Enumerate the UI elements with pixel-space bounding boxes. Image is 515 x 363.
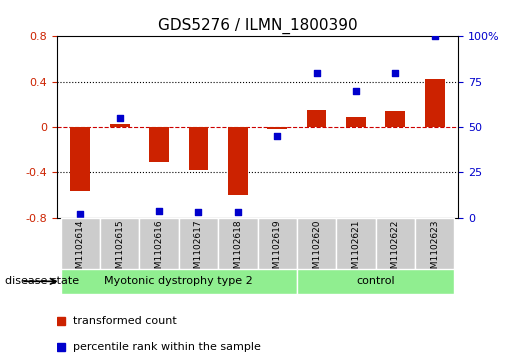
Point bbox=[313, 70, 321, 76]
Bar bbox=[425, 79, 444, 127]
FancyBboxPatch shape bbox=[61, 269, 297, 294]
Bar bbox=[188, 127, 208, 170]
Text: GSM1102617: GSM1102617 bbox=[194, 219, 203, 280]
FancyBboxPatch shape bbox=[375, 218, 415, 269]
Text: GSM1102622: GSM1102622 bbox=[391, 219, 400, 280]
Bar bbox=[110, 124, 129, 127]
Point bbox=[234, 209, 242, 215]
Point bbox=[273, 133, 281, 139]
FancyBboxPatch shape bbox=[258, 218, 297, 269]
FancyBboxPatch shape bbox=[140, 218, 179, 269]
Text: control: control bbox=[356, 276, 395, 286]
FancyBboxPatch shape bbox=[415, 218, 454, 269]
FancyBboxPatch shape bbox=[297, 218, 336, 269]
Point bbox=[194, 209, 202, 215]
FancyBboxPatch shape bbox=[297, 269, 454, 294]
FancyBboxPatch shape bbox=[61, 218, 100, 269]
Text: GSM1102616: GSM1102616 bbox=[154, 219, 164, 280]
Text: transformed count: transformed count bbox=[73, 316, 177, 326]
Text: percentile rank within the sample: percentile rank within the sample bbox=[73, 342, 261, 352]
FancyBboxPatch shape bbox=[179, 218, 218, 269]
Text: GSM1102619: GSM1102619 bbox=[272, 219, 282, 280]
Point bbox=[115, 115, 124, 121]
FancyBboxPatch shape bbox=[100, 218, 140, 269]
Bar bbox=[149, 127, 169, 162]
Point bbox=[155, 208, 163, 213]
Text: GSM1102623: GSM1102623 bbox=[430, 219, 439, 280]
Text: Myotonic dystrophy type 2: Myotonic dystrophy type 2 bbox=[105, 276, 253, 286]
Text: GSM1102618: GSM1102618 bbox=[233, 219, 243, 280]
Text: GSM1102614: GSM1102614 bbox=[76, 219, 85, 280]
Bar bbox=[346, 117, 366, 127]
Bar bbox=[228, 127, 248, 195]
Point bbox=[391, 70, 400, 76]
Point bbox=[431, 33, 439, 39]
Text: disease state: disease state bbox=[5, 276, 79, 286]
Bar bbox=[267, 127, 287, 129]
Text: GSM1102621: GSM1102621 bbox=[351, 219, 360, 280]
Text: GSM1102615: GSM1102615 bbox=[115, 219, 124, 280]
FancyBboxPatch shape bbox=[218, 218, 258, 269]
Bar bbox=[71, 127, 90, 191]
Text: GSM1102620: GSM1102620 bbox=[312, 219, 321, 280]
Bar bbox=[307, 110, 327, 127]
Title: GDS5276 / ILMN_1800390: GDS5276 / ILMN_1800390 bbox=[158, 17, 357, 33]
Bar bbox=[386, 111, 405, 127]
Point bbox=[352, 88, 360, 94]
Point bbox=[76, 211, 84, 217]
FancyBboxPatch shape bbox=[336, 218, 375, 269]
